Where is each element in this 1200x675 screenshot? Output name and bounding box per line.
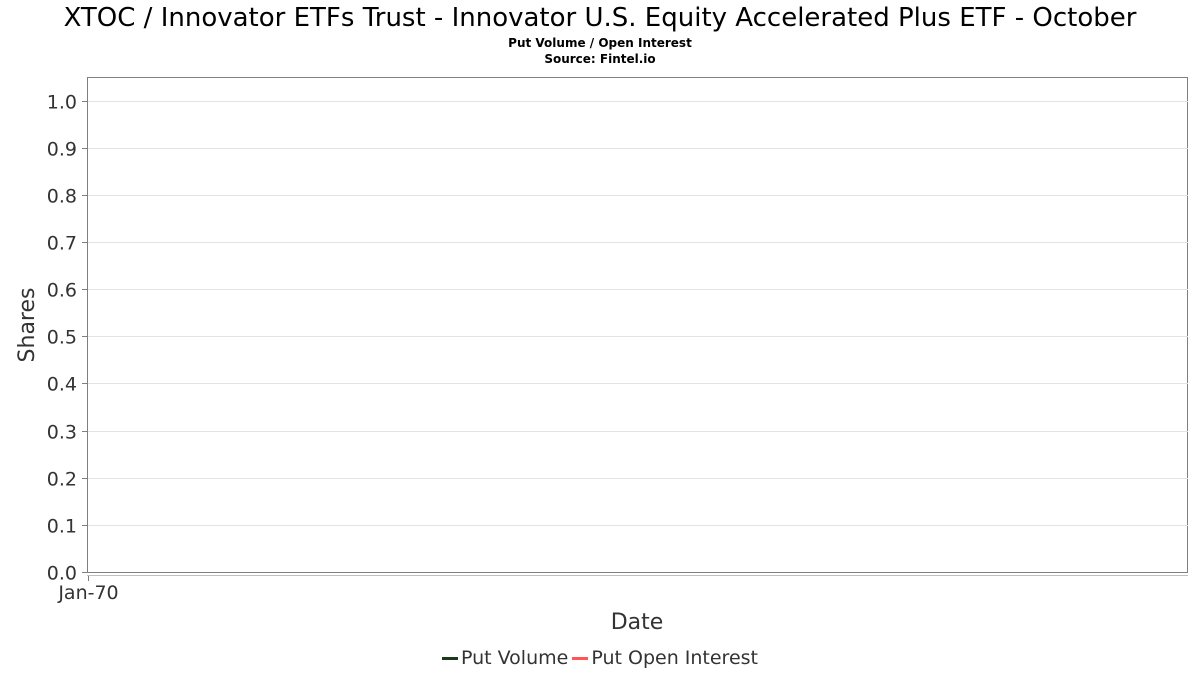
y-tick-label: 0.3 [47, 422, 77, 444]
legend-item-put-open-interest: Put Open Interest [572, 647, 758, 669]
legend-label-put-open-interest: Put Open Interest [591, 647, 758, 669]
legend-item-put-volume: Put Volume [442, 647, 568, 669]
x-axis-ticks: Jan-70 [57, 576, 119, 604]
y-tick-label: 0.2 [47, 469, 77, 491]
y-tick-label: 0.5 [47, 327, 77, 349]
y-tick-label: 0.6 [47, 280, 77, 302]
y-axis-title: Shares [15, 288, 40, 363]
chart-subtitle: Put Volume / Open Interest [508, 36, 692, 50]
y-tick-label: 0.7 [47, 233, 77, 255]
y-tick-label: 0.1 [47, 516, 77, 538]
y-axis-ticks: 0.0 0.1 0.2 0.3 0.4 0.5 0.6 0.7 0.8 0.9 1.0 [47, 92, 87, 585]
gridlines [88, 101, 1188, 526]
legend: Put Volume Put Open Interest [0, 647, 1200, 669]
plot-area [87, 77, 1188, 573]
y-tick-label: 0.0 [47, 563, 77, 585]
y-tick-label: 0.9 [47, 139, 77, 161]
chart-source: Source: Fintel.io [544, 52, 656, 66]
x-tick-label: Jan-70 [57, 582, 118, 604]
x-axis-title: Date [611, 610, 664, 635]
legend-swatch-put-open-interest [572, 656, 589, 660]
legend-label-put-volume: Put Volume [461, 647, 569, 669]
y-tick-label: 0.4 [47, 374, 77, 396]
y-tick-label: 0.8 [47, 186, 77, 208]
legend-swatch-put-volume [442, 656, 458, 660]
y-tick-label: 1.0 [47, 92, 77, 114]
chart-title: XTOC / Innovator ETFs Trust - Innovator … [63, 3, 1137, 33]
